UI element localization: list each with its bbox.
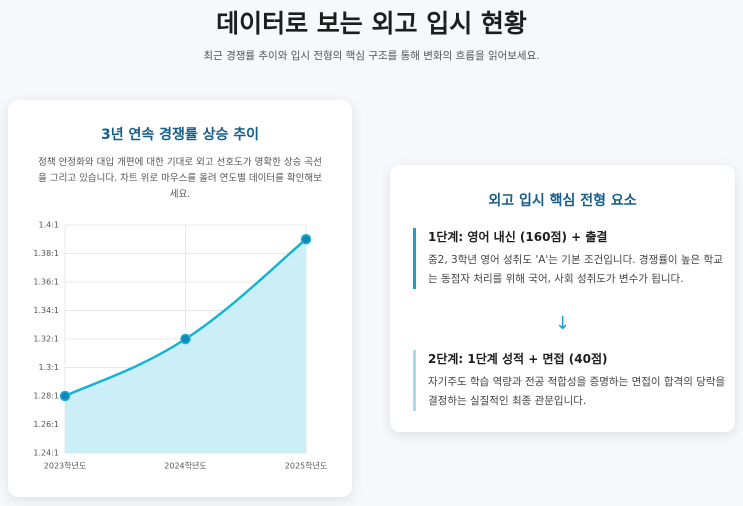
card-title: 3년 연속 경쟁률 상승 추이 [100, 127, 260, 143]
chart[interactable]: 1.24:1 1.26:1 1.28:1 1.3:1 1.32:1 1.34:1 1.36:… [8, 205, 352, 485]
data-point[interactable] [300, 234, 312, 245]
y-tick-label: 1.24:1 [33, 449, 59, 458]
process-card: 외고 입시 핵심 전형 요소 1단계: 영어 내신 (160점) + 출결 중2… [390, 165, 735, 432]
step: 2단계: 1단계 성적 + 면접 (40점) 자기주도 학습 역량과 전공 적합… [413, 350, 728, 411]
data-point[interactable] [59, 390, 71, 402]
step-heading: 2단계: 1단계 성적 + 면접 (40점) [428, 352, 608, 366]
line-area [65, 239, 306, 453]
y-tick-label: 1.26:1 [33, 420, 59, 429]
card-title: 외고 입시 핵심 전형 요소 [488, 193, 637, 209]
x-tick-label: 2025학년도 [285, 461, 327, 471]
card-description: 정책 안정화와 대입 개편에 대한 기대로 외고 선호도가 명확한 상승 곡선을… [38, 157, 322, 200]
x-tick-label: 2023학년도 [44, 461, 86, 471]
page-subtitle: 최근 경쟁률 추이와 입시 전형의 핵심 구조를 통해 변화의 흐름을 읽어보세… [203, 50, 540, 62]
y-tick-label: 1.38:1 [33, 249, 59, 258]
y-tick-label: 1.32:1 [33, 335, 59, 344]
y-tick-label: 1.3:1 [38, 363, 59, 372]
y-tick-label: 1.34:1 [33, 306, 59, 315]
page-title: 데이터로 보는 외고 입시 현황 [216, 9, 527, 38]
x-tick-label: 2024학년도 [164, 461, 206, 471]
data-point[interactable] [180, 333, 191, 345]
step: 1단계: 영어 내신 (160점) + 출결 중2, 3학년 영어 성취도 'A… [413, 228, 728, 289]
arrow-icon: ↓ [554, 313, 571, 334]
step-text: 중2, 3학년 영어 성취도 'A'는 기본 조건입니다. 경쟁률이 높은 학교… [428, 254, 723, 285]
y-tick-label: 1.28:1 [33, 392, 59, 401]
step-heading: 1단계: 영어 내신 (160점) + 출결 [428, 230, 608, 244]
chart-card: 3년 연속 경쟁률 상승 추이 정책 안정화와 대입 개편에 대한 기대로 외고… [8, 100, 352, 497]
step-text: 자기주도 학습 역량과 전공 적합성을 증명하는 면접이 합격의 당락을 결정하… [428, 376, 726, 407]
y-tick-label: 1.4:1 [38, 221, 59, 230]
y-tick-label: 1.36:1 [33, 278, 59, 287]
